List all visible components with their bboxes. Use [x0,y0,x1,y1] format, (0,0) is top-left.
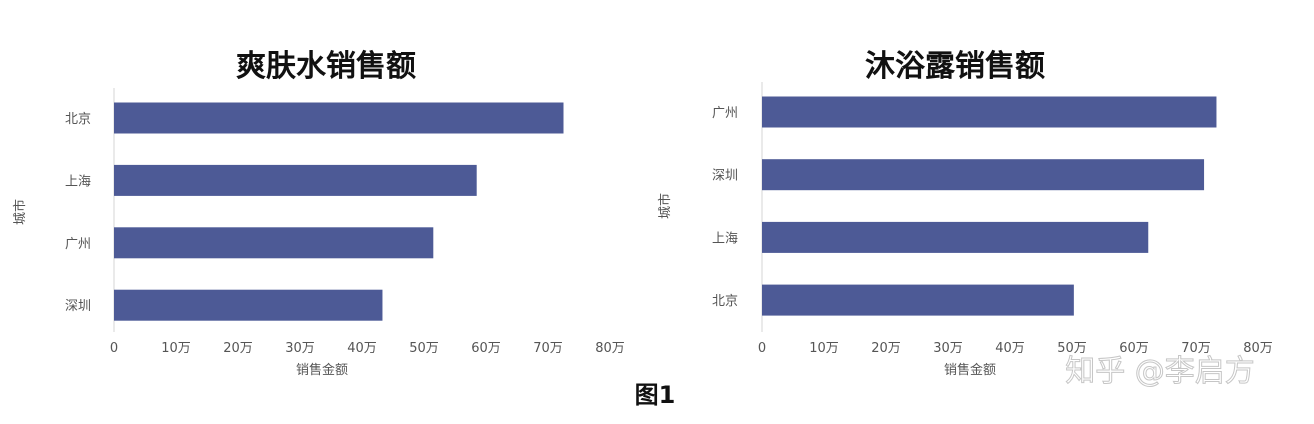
chart-title: 沐浴露销售额 [865,49,1045,84]
bar-3 [762,221,1149,253]
chart-title: 爽肤水销售额 [236,49,416,84]
bar-3 [114,227,434,259]
x-axis-label: 销售金额 [944,362,996,378]
x-axis-label: 销售金额 [296,362,348,378]
x-tick-label: 50万 [409,341,439,356]
figure-caption: 图1 [635,381,676,409]
x-tick-label: 20万 [223,341,253,356]
y-axis-label: 城市 [657,193,673,219]
x-tick-label: 60万 [471,341,501,356]
x-tick-label: 50万 [1057,341,1087,356]
category-label: 广州 [712,106,738,121]
bar-2 [762,159,1205,191]
y-axis-label: 城市 [12,199,28,225]
x-tick-label: 60万 [1119,341,1149,356]
category-label: 北京 [65,112,91,127]
x-tick-label: 70万 [1181,341,1211,356]
x-tick-label: 30万 [285,341,315,356]
x-tick-label: 0 [110,341,118,356]
x-tick-label: 70万 [533,341,563,356]
bar-2 [114,164,477,196]
category-label: 上海 [712,231,738,246]
category-label: 北京 [712,294,738,309]
x-tick-label: 10万 [161,341,191,356]
x-tick-label: 40万 [347,341,377,356]
x-tick-label: 20万 [871,341,901,356]
watermark-text: 知乎 @李启方 [1065,354,1255,389]
bar-4 [114,289,383,321]
x-tick-label: 80万 [1243,341,1273,356]
x-tick-label: 0 [758,341,766,356]
x-tick-label: 80万 [595,341,625,356]
x-tick-label: 40万 [995,341,1025,356]
category-label: 深圳 [712,169,738,184]
category-label: 上海 [65,174,91,189]
bar-1 [762,96,1217,128]
bar-4 [762,284,1074,316]
category-label: 广州 [65,237,91,252]
x-tick-label: 30万 [933,341,963,356]
x-tick-label: 10万 [809,341,839,356]
category-label: 深圳 [65,299,91,314]
bar-1 [114,102,564,134]
